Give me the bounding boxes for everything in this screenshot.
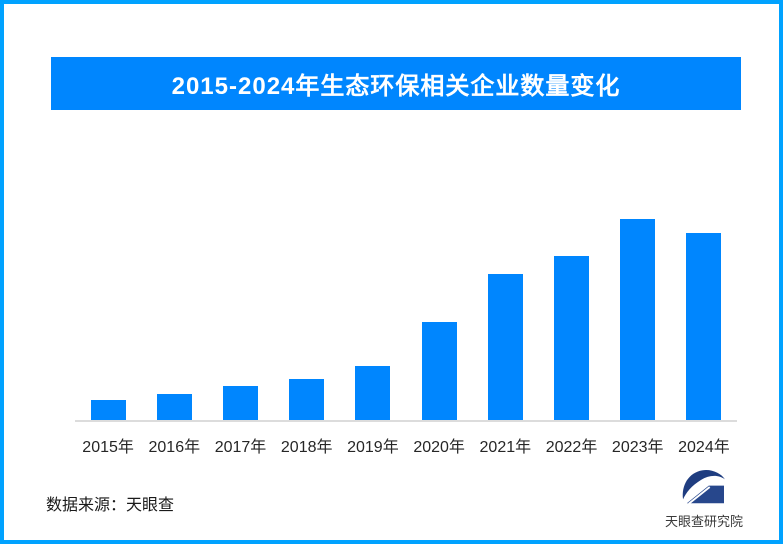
bar	[421, 322, 457, 420]
bar	[90, 400, 126, 420]
title-banner: 2015-2024年生态环保相关企业数量变化	[51, 57, 741, 110]
x-tick-label: 2023年	[611, 439, 664, 456]
bar-column-2017年	[207, 386, 273, 420]
bar-column-2021年	[472, 274, 538, 420]
x-tick-label: 2015年	[82, 439, 134, 456]
tianyancha-eye-icon	[682, 470, 725, 505]
bar-column-2023年	[605, 219, 671, 420]
x-tick-label: 2020年	[413, 439, 465, 456]
x-tick-label: 2017年	[214, 439, 267, 456]
bar	[289, 379, 325, 420]
data-source-label: 数据来源：天眼查	[46, 497, 175, 514]
bar	[554, 256, 590, 420]
x-tick-label: 2021年	[479, 439, 532, 456]
tianyancha-logo-text: 天眼查研究院	[664, 514, 743, 529]
chart-plot-area	[75, 129, 737, 422]
bar	[686, 233, 722, 420]
bar-column-2020年	[406, 322, 472, 420]
bar	[487, 274, 523, 420]
bar-column-2024年	[671, 233, 737, 420]
tianyancha-logo: 天眼查研究院	[662, 468, 746, 530]
x-tick-label: 2016年	[148, 439, 201, 456]
x-tick-label: 2019年	[347, 439, 399, 456]
chart-title: 2015-2024年生态环保相关企业数量变化	[171, 73, 621, 100]
bar	[355, 366, 391, 420]
bar	[223, 386, 258, 420]
bar-column-2016年	[141, 394, 207, 420]
x-tick-label: 2024年	[678, 439, 730, 456]
bar-column-2018年	[274, 379, 340, 420]
bar-column-2022年	[538, 256, 604, 420]
bar	[156, 394, 192, 420]
bar	[620, 219, 656, 420]
bar-column-2019年	[340, 366, 406, 420]
bar-chart: 2015年 2016年 2017年 2018年 2019年 2020年 2021年 2022年…	[75, 129, 737, 457]
bar-column-2015年	[75, 400, 141, 420]
x-tick-label: 2022年	[545, 439, 598, 456]
x-axis-labels: 2015年 2016年 2017年 2018年 2019年 2020年 2021年 2022年…	[75, 433, 737, 457]
x-tick-label: 2018年	[280, 439, 333, 456]
